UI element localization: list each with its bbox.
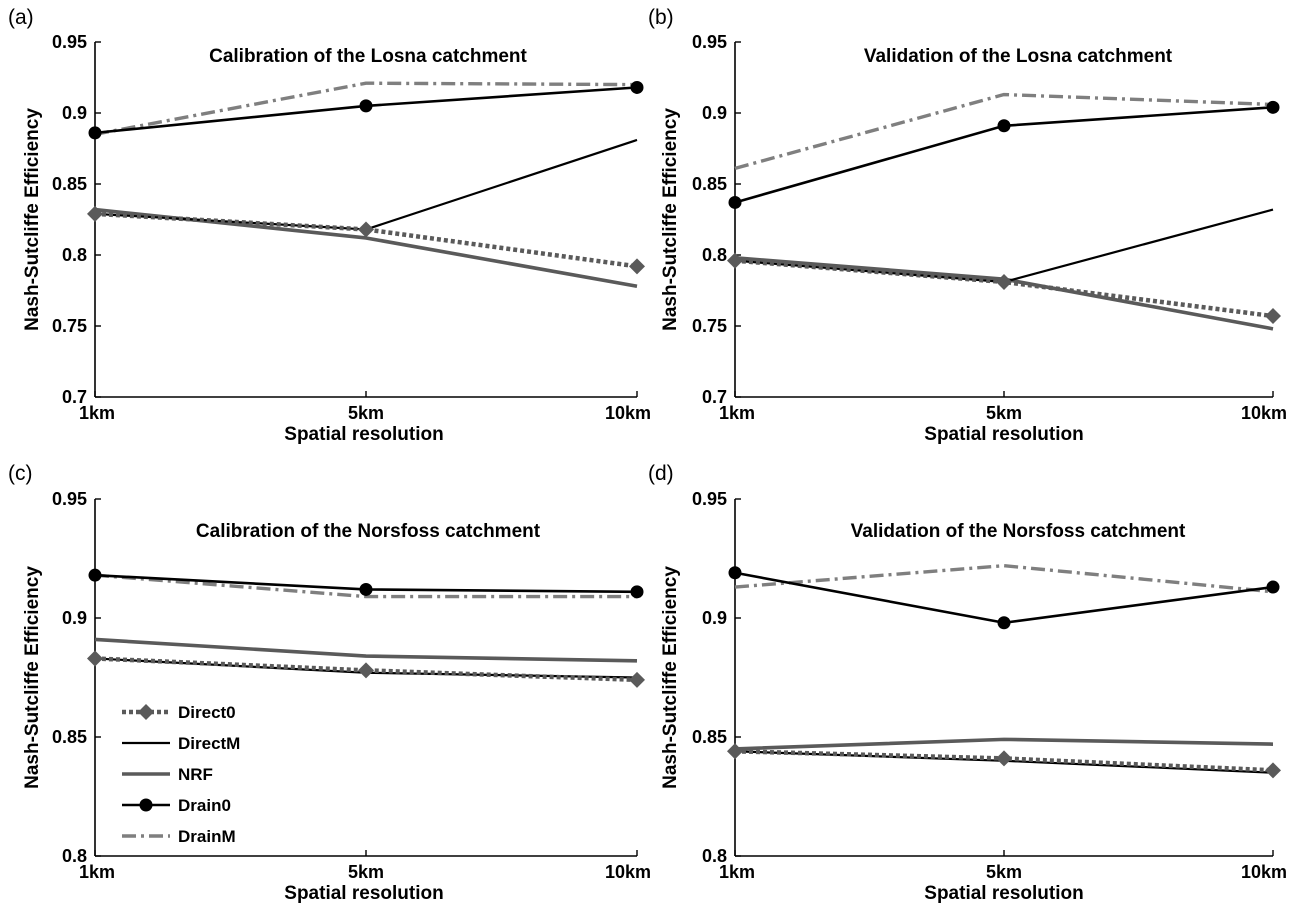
y-tick-label: 0.85 bbox=[692, 727, 727, 747]
y-tick-label: 0.95 bbox=[692, 489, 727, 509]
data-point bbox=[1267, 101, 1280, 114]
series-directm bbox=[95, 140, 637, 229]
series-nrf bbox=[95, 639, 637, 660]
y-tick-label: 0.95 bbox=[52, 489, 87, 509]
chart-panel-1: 0.7 0.75 0.8 0.85 0.9 0.95 1km 5km 10km Calibrati… bbox=[8, 6, 651, 445]
y-tick-label: 0.9 bbox=[62, 608, 87, 628]
series-line-directm bbox=[735, 210, 1273, 282]
series-line-nrf bbox=[95, 210, 637, 287]
chart-panel-3: 0.8 0.85 0.9 0.95 1km 5km 10km Calibration of t… bbox=[8, 462, 651, 904]
data-point bbox=[629, 672, 645, 688]
y-tick-label: 0.85 bbox=[692, 174, 727, 194]
data-point bbox=[1265, 308, 1281, 324]
panel-label: (d) bbox=[648, 462, 674, 485]
data-point bbox=[87, 206, 103, 222]
y-tick-label: 0.75 bbox=[52, 316, 87, 336]
y-axis-label: Nash-Sutcliffe Efficiency bbox=[22, 566, 43, 789]
y-axis-label: Nash-Sutcliffe Efficiency bbox=[22, 108, 43, 331]
legend-entry: DirectM bbox=[178, 734, 240, 753]
data-point bbox=[358, 221, 374, 237]
chart-title: Validation of the Norsfoss catchment bbox=[851, 521, 1186, 542]
x-tick-label: 10km bbox=[605, 862, 651, 882]
data-point bbox=[87, 650, 103, 666]
y-tick-label: 0.85 bbox=[52, 727, 87, 747]
x-tick-label: 10km bbox=[605, 403, 651, 423]
data-point bbox=[89, 569, 102, 582]
series-line-drain0 bbox=[735, 573, 1273, 623]
chart-title: Calibration of the Norsfoss catchment bbox=[196, 521, 541, 542]
series-drain0 bbox=[729, 101, 1280, 209]
x-tick-label: 5km bbox=[986, 403, 1022, 423]
data-point bbox=[1265, 762, 1281, 778]
panel-label: (c) bbox=[8, 462, 33, 485]
data-point bbox=[998, 616, 1011, 629]
chart-title: Calibration of the Losna catchment bbox=[209, 46, 527, 67]
y-axis-label: Nash-Sutcliffe Efficiency bbox=[660, 566, 681, 789]
series-drain0 bbox=[729, 566, 1280, 629]
legend-entry: DrainM bbox=[178, 827, 236, 846]
panel-label: (a) bbox=[8, 6, 34, 29]
x-axis-label: Spatial resolution bbox=[284, 883, 443, 904]
y-tick-label: 0.9 bbox=[62, 103, 87, 123]
legend-marker bbox=[138, 704, 154, 720]
y-tick-label: 0.8 bbox=[62, 245, 87, 265]
x-tick-label: 1km bbox=[719, 862, 755, 882]
data-point bbox=[629, 258, 645, 274]
data-point bbox=[358, 662, 374, 678]
series-line-nrf bbox=[95, 639, 637, 660]
series-line-directm bbox=[95, 140, 637, 229]
series-drain0 bbox=[89, 81, 644, 139]
y-tick-label: 0.85 bbox=[52, 174, 87, 194]
legend-marker bbox=[140, 799, 153, 812]
series-nrf bbox=[95, 210, 637, 287]
series-drain0 bbox=[89, 569, 644, 599]
chart-panel-2: 0.70.750.80.850.90.951km 5km 10kmValidatio… bbox=[648, 6, 1287, 445]
x-tick-label: 1km bbox=[719, 403, 755, 423]
x-tick-label: 10km bbox=[1241, 403, 1287, 423]
data-point bbox=[89, 126, 102, 139]
legend-entry: Direct0 bbox=[178, 703, 236, 722]
y-tick-label: 0.8 bbox=[702, 245, 727, 265]
data-point bbox=[631, 81, 644, 94]
y-tick-label: 0.75 bbox=[692, 316, 727, 336]
y-tick-label: 0.95 bbox=[692, 32, 727, 52]
legend-entry: Drain0 bbox=[178, 796, 231, 815]
data-point bbox=[631, 585, 644, 598]
data-point bbox=[727, 743, 743, 759]
data-point bbox=[1267, 581, 1280, 594]
y-axis-label: Nash-Sutcliffe Efficiency bbox=[660, 108, 681, 331]
series-directm bbox=[735, 210, 1273, 282]
data-point bbox=[360, 583, 373, 596]
x-tick-label: 5km bbox=[348, 862, 384, 882]
x-tick-label: 1km bbox=[79, 862, 115, 882]
x-tick-label: 5km bbox=[986, 862, 1022, 882]
legend-entry: NRF bbox=[178, 765, 213, 784]
series-nrf bbox=[735, 258, 1273, 329]
chart-panel-4: 0.80.850.90.951km 5km 10kmValidation of th… bbox=[648, 462, 1287, 904]
x-axis-label: Spatial resolution bbox=[924, 883, 1083, 904]
data-point bbox=[729, 196, 742, 209]
y-tick-label: 0.95 bbox=[52, 32, 87, 52]
x-tick-label: 5km bbox=[348, 403, 384, 423]
chart-title: Validation of the Losna catchment bbox=[864, 46, 1173, 67]
x-tick-label: 10km bbox=[1241, 862, 1287, 882]
data-point bbox=[996, 274, 1012, 290]
x-axis-label: Spatial resolution bbox=[924, 424, 1083, 445]
series-nrf bbox=[735, 739, 1273, 749]
data-point bbox=[360, 99, 373, 112]
legend: Direct0 DirectM NRF Drain0 DrainM bbox=[122, 703, 240, 846]
data-point bbox=[729, 566, 742, 579]
x-tick-label: 1km bbox=[79, 403, 115, 423]
data-point bbox=[998, 119, 1011, 132]
y-tick-label: 0.9 bbox=[702, 608, 727, 628]
x-axis-label: Spatial resolution bbox=[284, 424, 443, 445]
series-line-nrf bbox=[735, 739, 1273, 749]
series-line-nrf bbox=[735, 258, 1273, 329]
panel-label: (b) bbox=[648, 6, 674, 29]
data-point bbox=[996, 750, 1012, 766]
y-tick-label: 0.9 bbox=[702, 103, 727, 123]
series-direct0 bbox=[727, 743, 1281, 778]
